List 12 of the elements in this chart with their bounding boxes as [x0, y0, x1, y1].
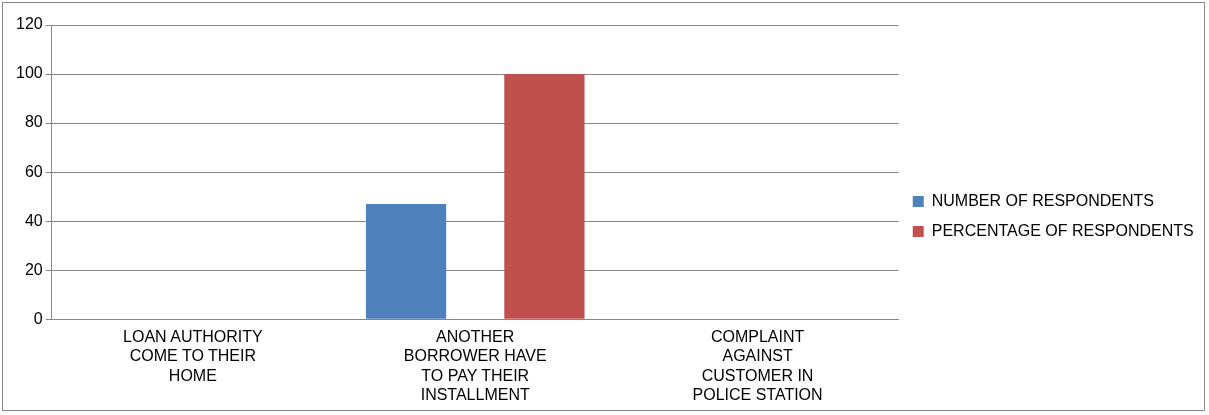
- y-tick-label: 100: [15, 64, 43, 82]
- y-tick-label: 40: [24, 211, 43, 229]
- legend-label: NUMBER OF RESPONDENTS: [931, 191, 1154, 209]
- y-tick-label: 80: [24, 113, 43, 131]
- y-tick-label: 120: [15, 15, 43, 33]
- y-tick-label: 0: [33, 309, 43, 327]
- y-tick-label: 20: [24, 260, 43, 278]
- y-tick-label: 60: [24, 162, 43, 180]
- x-tick-label: COMPLAINT AGAINST CUSTOMER IN POLICE STATION: [692, 328, 823, 403]
- legend-label: PERCENTAGE OF RESPONDENTS: [931, 221, 1194, 239]
- x-tick-label: LOAN AUTHORITY COME TO THEIR HOME: [123, 328, 263, 384]
- x-tick-label: ANOTHER BORROWER HAVE TO PAY THEIR INSTALLMENT: [403, 328, 547, 403]
